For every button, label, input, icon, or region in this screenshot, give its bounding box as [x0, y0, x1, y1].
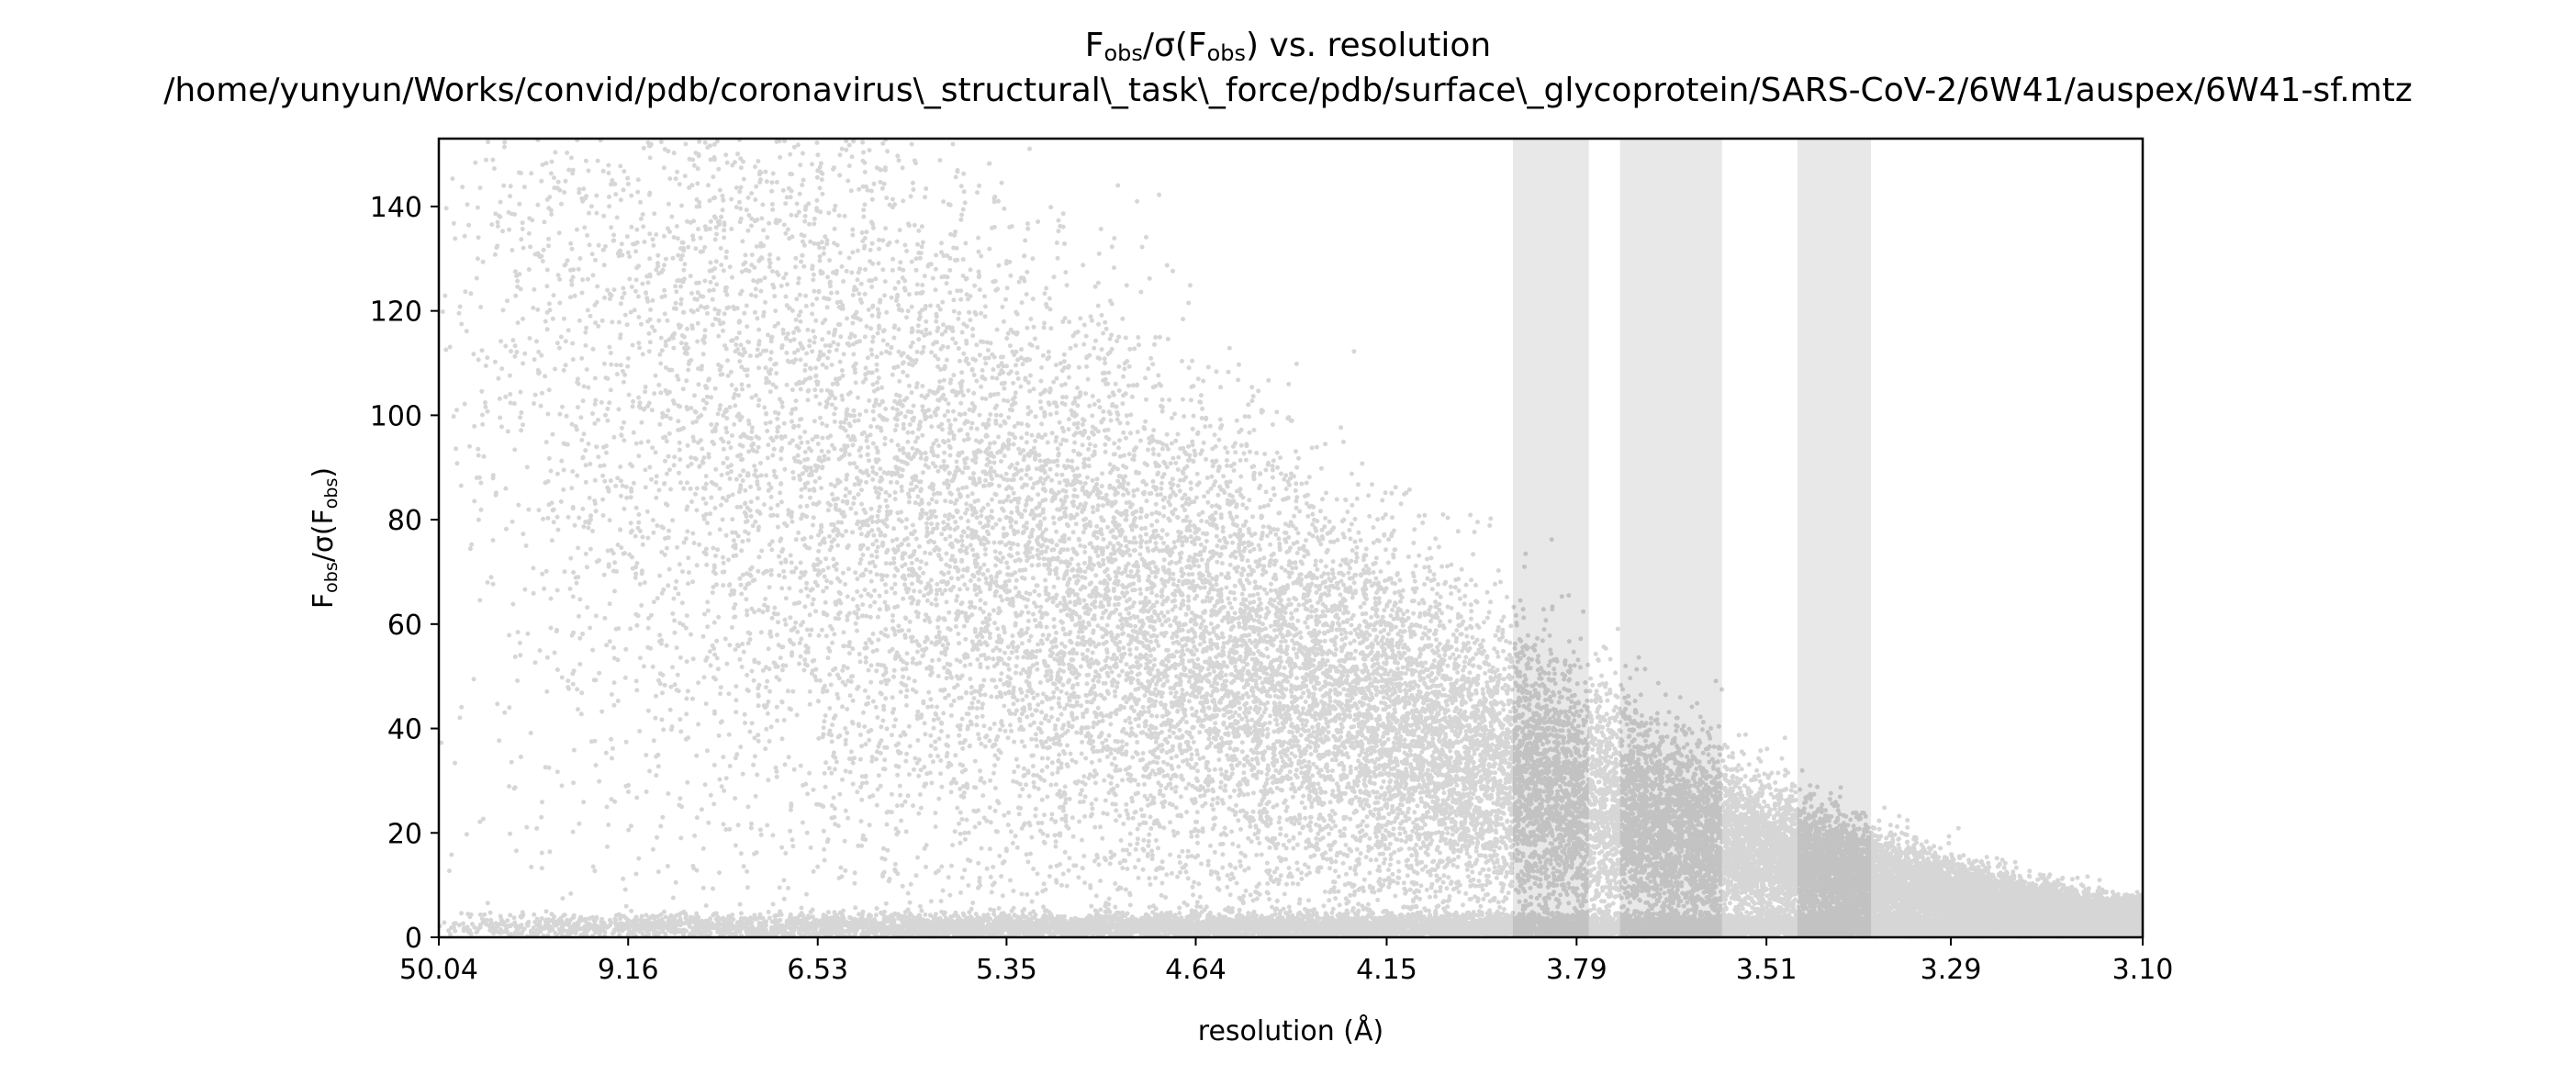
title-sub2: obs	[1207, 40, 1246, 66]
x-tick-label: 50.04	[399, 954, 478, 986]
x-tick-label: 3.10	[2112, 954, 2174, 986]
plot-area	[437, 137, 2145, 939]
title-sub1: obs	[1104, 40, 1143, 66]
y-tick-label: 120	[370, 297, 422, 329]
x-tick-label: 9.16	[598, 954, 659, 986]
x-tick-label: 4.64	[1165, 954, 1226, 986]
x-tick-label: 3.51	[1736, 954, 1798, 986]
y-tick-label: 80	[387, 505, 422, 537]
y-tick-label: 100	[370, 400, 422, 432]
x-tick-label: 6.53	[787, 954, 848, 986]
title-mid: /σ(F	[1143, 27, 1207, 64]
x-tick-label: 4.15	[1356, 954, 1417, 986]
x-axis-label: resolution (Å)	[1198, 1014, 1383, 1047]
x-axis-ticks: 50.04 9.16 6.53 5.35 4.64 4.15 3.79 3.51 3.29 3.1…	[399, 937, 2173, 986]
data-points	[437, 137, 2145, 939]
ylabel-sub2: obs	[321, 478, 342, 510]
x-tick-label: 5.35	[976, 954, 1037, 986]
y-tick-label: 40	[387, 714, 422, 746]
y-tick-label: 20	[387, 818, 422, 850]
chart-subtitle: /home/yunyun/Works/convid/pdb/coronaviru…	[163, 72, 2413, 109]
y-axis-label: Fobs/σ(Fobs)	[308, 467, 342, 609]
ice-ring-band-2	[1619, 139, 1722, 937]
ylabel-main: F	[308, 593, 340, 609]
x-tick-label: 3.29	[1921, 954, 1982, 986]
x-tick-label: 3.79	[1546, 954, 1607, 986]
scatter-points	[437, 137, 2145, 939]
y-axis-ticks: 0 20 40 60 80 100 120 140	[370, 192, 439, 955]
y-tick-label: 0	[405, 923, 422, 955]
y-tick-label: 60	[387, 610, 422, 642]
y-tick-label: 140	[370, 192, 422, 224]
ice-ring-bands	[1513, 139, 1872, 937]
ylabel-end: )	[308, 467, 340, 478]
plot-frame	[437, 137, 2145, 939]
ylabel-sub1: obs	[321, 562, 342, 593]
ice-ring-band-3	[1797, 139, 1872, 937]
title-prefix: F	[1085, 27, 1104, 64]
chart-title: Fobs/σ(Fobs) vs. resolution	[1085, 27, 1491, 66]
ylabel-mid: /σ(F	[308, 509, 340, 562]
ice-ring-band-1	[1513, 139, 1589, 937]
title-suffix: ) vs. resolution	[1246, 27, 1491, 64]
